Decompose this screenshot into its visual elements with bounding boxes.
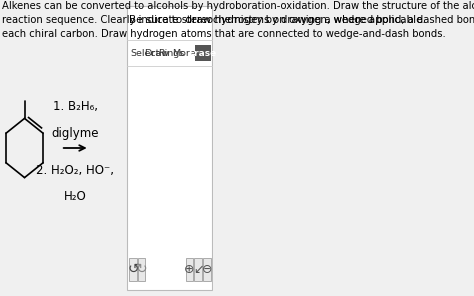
FancyBboxPatch shape [127,6,212,290]
Text: More: More [172,49,195,58]
FancyBboxPatch shape [129,258,137,281]
Text: Alkenes can be converted to alcohols by hydroboration-oxidation. Draw the struct: Alkenes can be converted to alcohols by … [2,1,474,39]
Text: ⊖: ⊖ [201,263,212,276]
Text: Select: Select [131,49,160,58]
Text: 1. B₂H₆,: 1. B₂H₆, [53,100,98,113]
Text: diglyme: diglyme [52,127,99,140]
FancyBboxPatch shape [194,45,210,62]
Text: Erase: Erase [188,49,217,58]
FancyBboxPatch shape [203,258,211,281]
Text: H₂O: H₂O [64,190,87,203]
Text: Draw: Draw [144,49,169,58]
FancyBboxPatch shape [194,258,202,281]
Text: 2. H₂O₂, HO⁻,: 2. H₂O₂, HO⁻, [36,164,114,177]
FancyBboxPatch shape [186,258,193,281]
Text: ⊕: ⊕ [184,263,195,276]
FancyBboxPatch shape [138,258,146,281]
Text: ↻: ↻ [136,262,147,276]
Text: Be sure to draw hydrogens on oxygen, where applicable.: Be sure to draw hydrogens on oxygen, whe… [129,15,426,25]
Text: Rings: Rings [158,49,184,58]
Text: ↙: ↙ [193,263,203,276]
Text: ↺: ↺ [127,262,139,276]
